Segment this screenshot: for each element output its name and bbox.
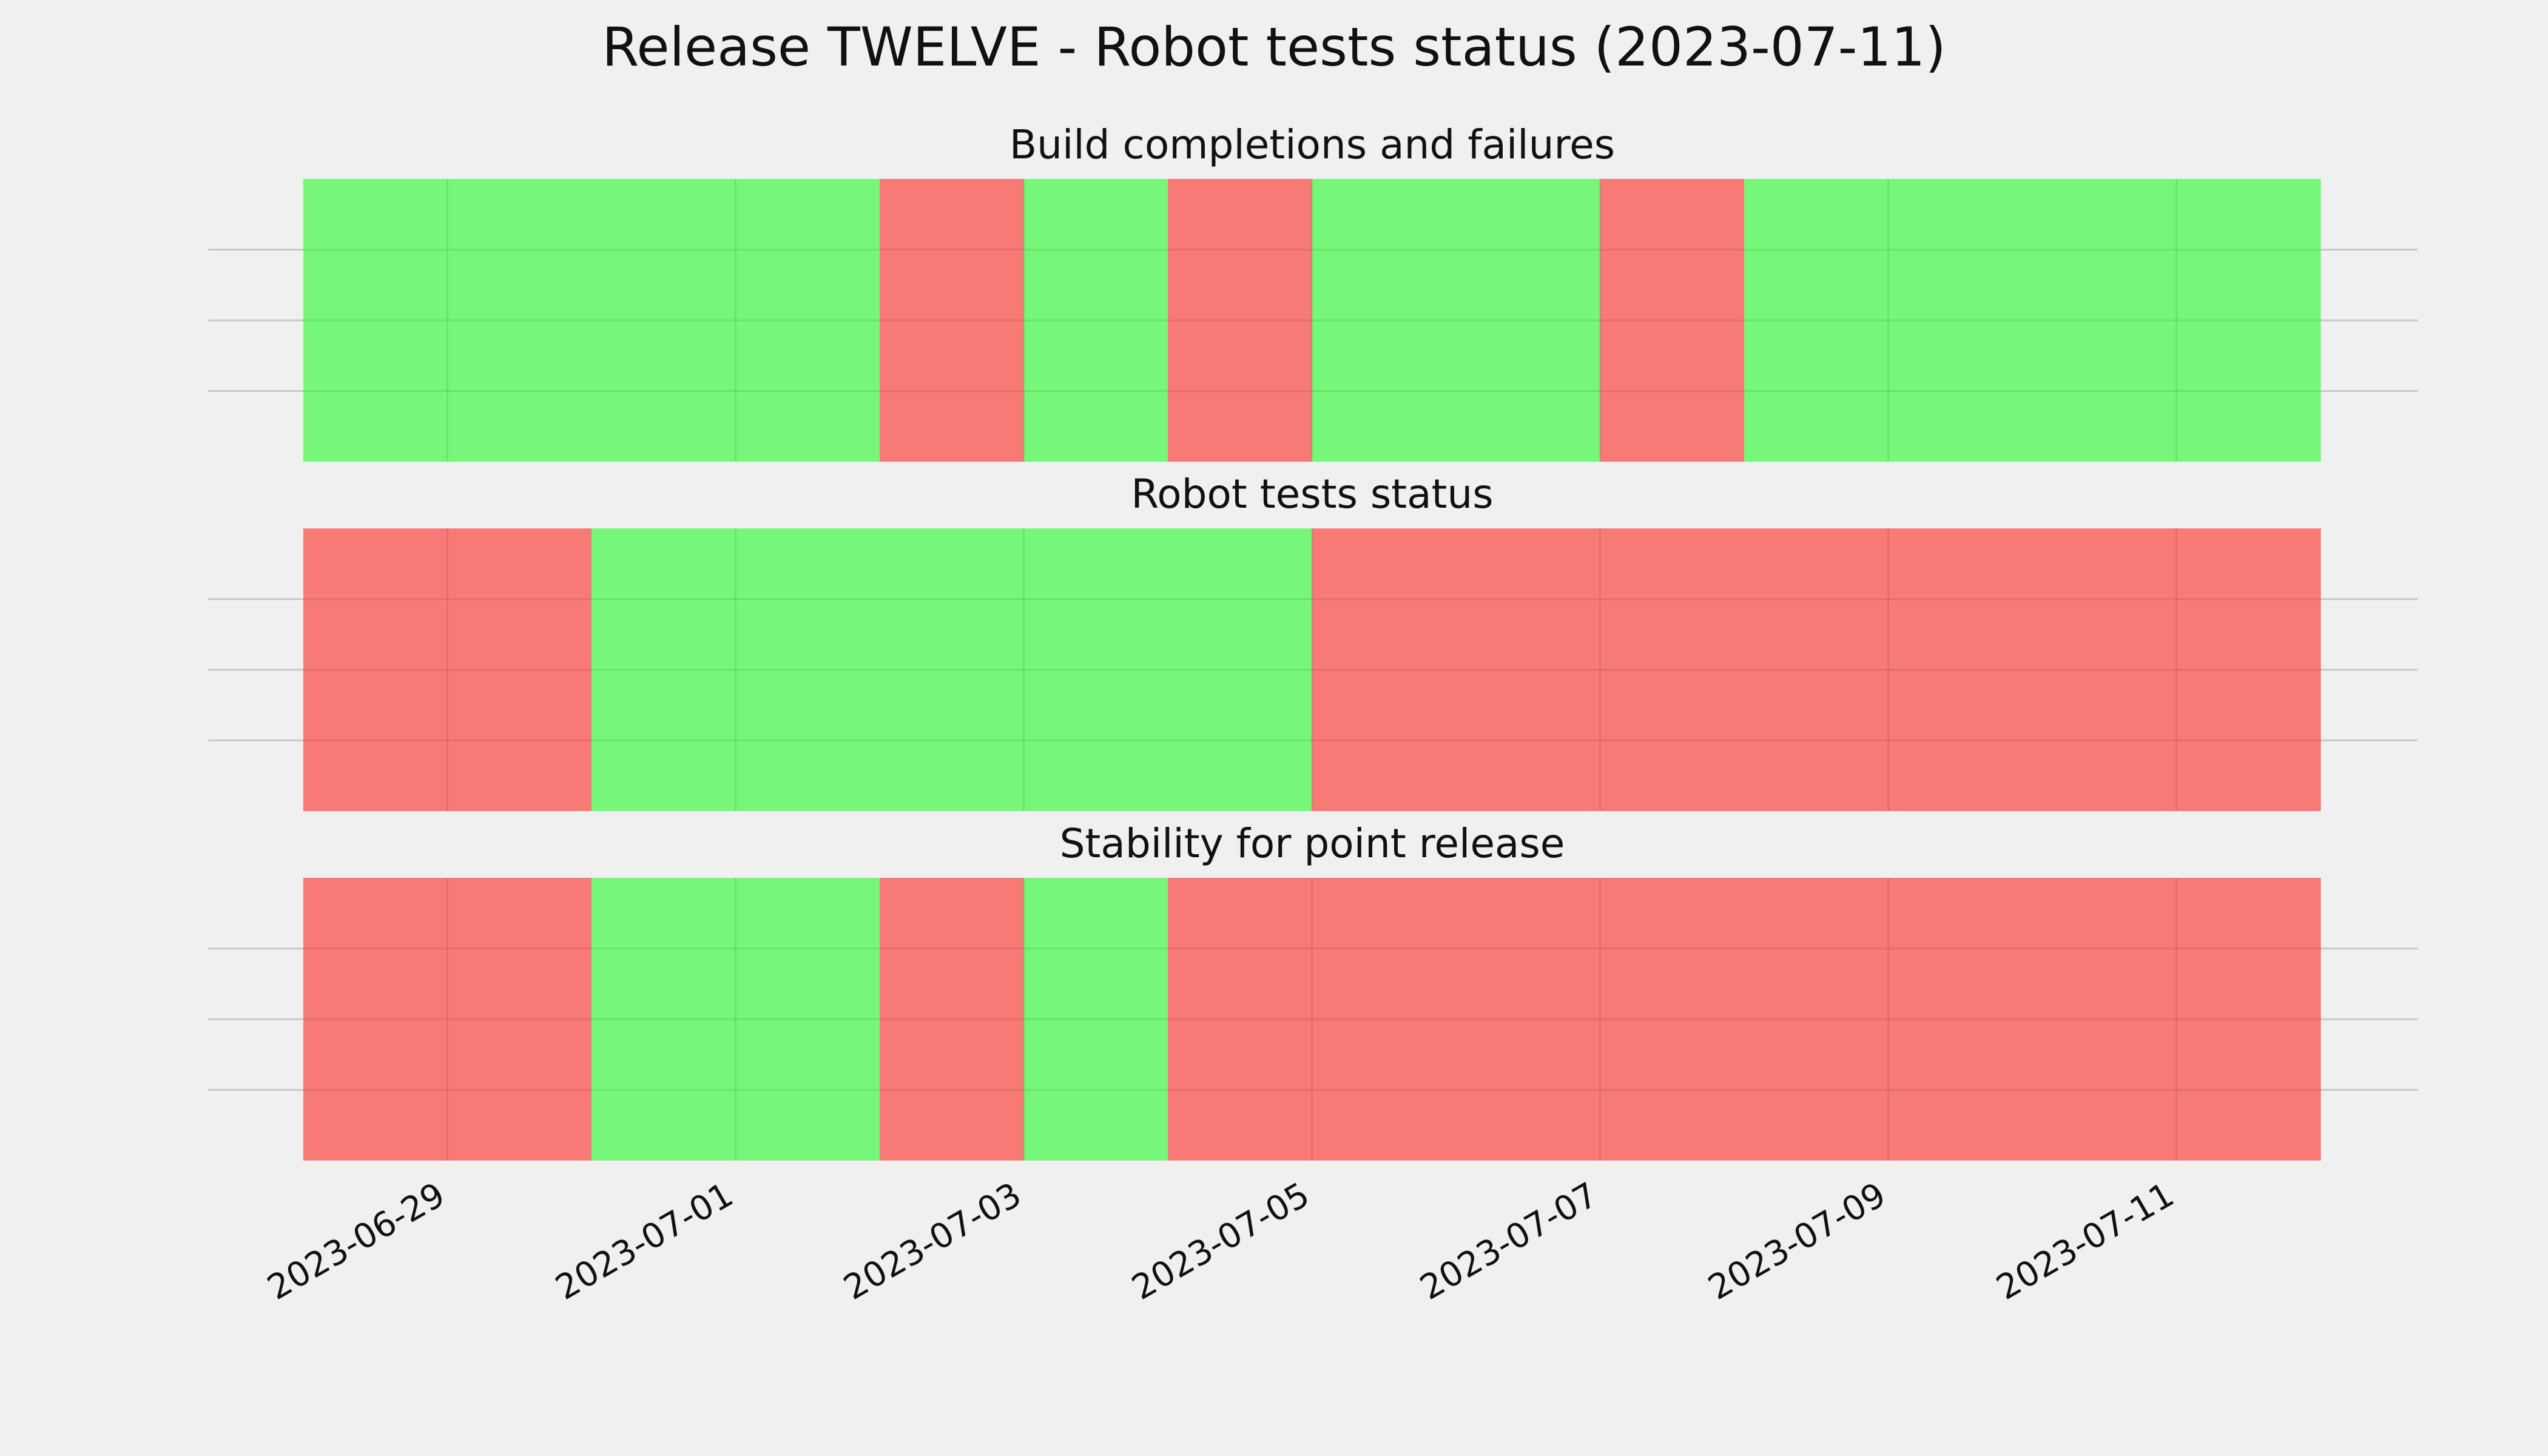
status-bar-fail [880,179,1025,462]
status-bar-fail [880,878,1025,1161]
status-bar-fail [447,878,592,1161]
status-bar-pass [880,528,1025,811]
status-bar-pass [735,179,880,462]
panel-3: Stability for point release [208,820,2418,1161]
status-bar-fail [1312,878,1457,1161]
chart-title: Release TWELVE - Robot tests status (202… [602,16,1946,78]
status-bar-pass [592,528,736,811]
status-bar-pass [1023,179,1168,462]
status-bar-fail [1600,528,1745,811]
status-bar-fail [1456,878,1601,1161]
status-bar-pass [1744,179,1889,462]
panels: Build completions and failures Robot test… [208,121,2418,1161]
status-bar-fail [1168,878,1313,1161]
status-bar-fail [1888,528,2033,811]
status-bar-pass [2032,179,2177,462]
status-bar-fail [2176,528,2321,811]
status-bar-fail [1888,878,2033,1161]
status-bar-fail [1600,878,1745,1161]
status-bar-fail [1168,179,1313,462]
status-bar-pass [1312,179,1457,462]
status-bar-pass [1168,528,1313,811]
status-bar-pass [303,179,448,462]
status-bar-pass [1023,528,1168,811]
status-bar-fail [447,528,592,811]
panel-2: Robot tests status [208,471,2418,811]
status-bar-fail [1744,878,1889,1161]
panel-title: Stability for point release [1060,820,1565,867]
status-bar-pass [1456,179,1601,462]
status-bar-fail [1456,528,1601,811]
status-bar-pass [735,878,880,1161]
status-bar-fail [2032,528,2177,811]
panel-title: Build completions and failures [1009,121,1615,168]
status-bar-fail [2176,878,2321,1161]
status-bar-fail [303,878,448,1161]
status-bar-pass [1888,179,2033,462]
status-bar-fail [303,528,448,811]
panel-title: Robot tests status [1131,471,1493,517]
status-bar-fail [1312,528,1457,811]
status-bar-pass [447,179,592,462]
panel-1: Build completions and failures [208,121,2418,462]
status-bar-fail [1600,179,1745,462]
status-bar-fail [1744,528,1889,811]
status-bar-pass [1023,878,1168,1161]
status-bar-pass [592,179,736,462]
status-bar-pass [592,878,736,1161]
status-bar-fail [2032,878,2177,1161]
status-bar-pass [735,528,880,811]
status-bar-pass [2176,179,2321,462]
